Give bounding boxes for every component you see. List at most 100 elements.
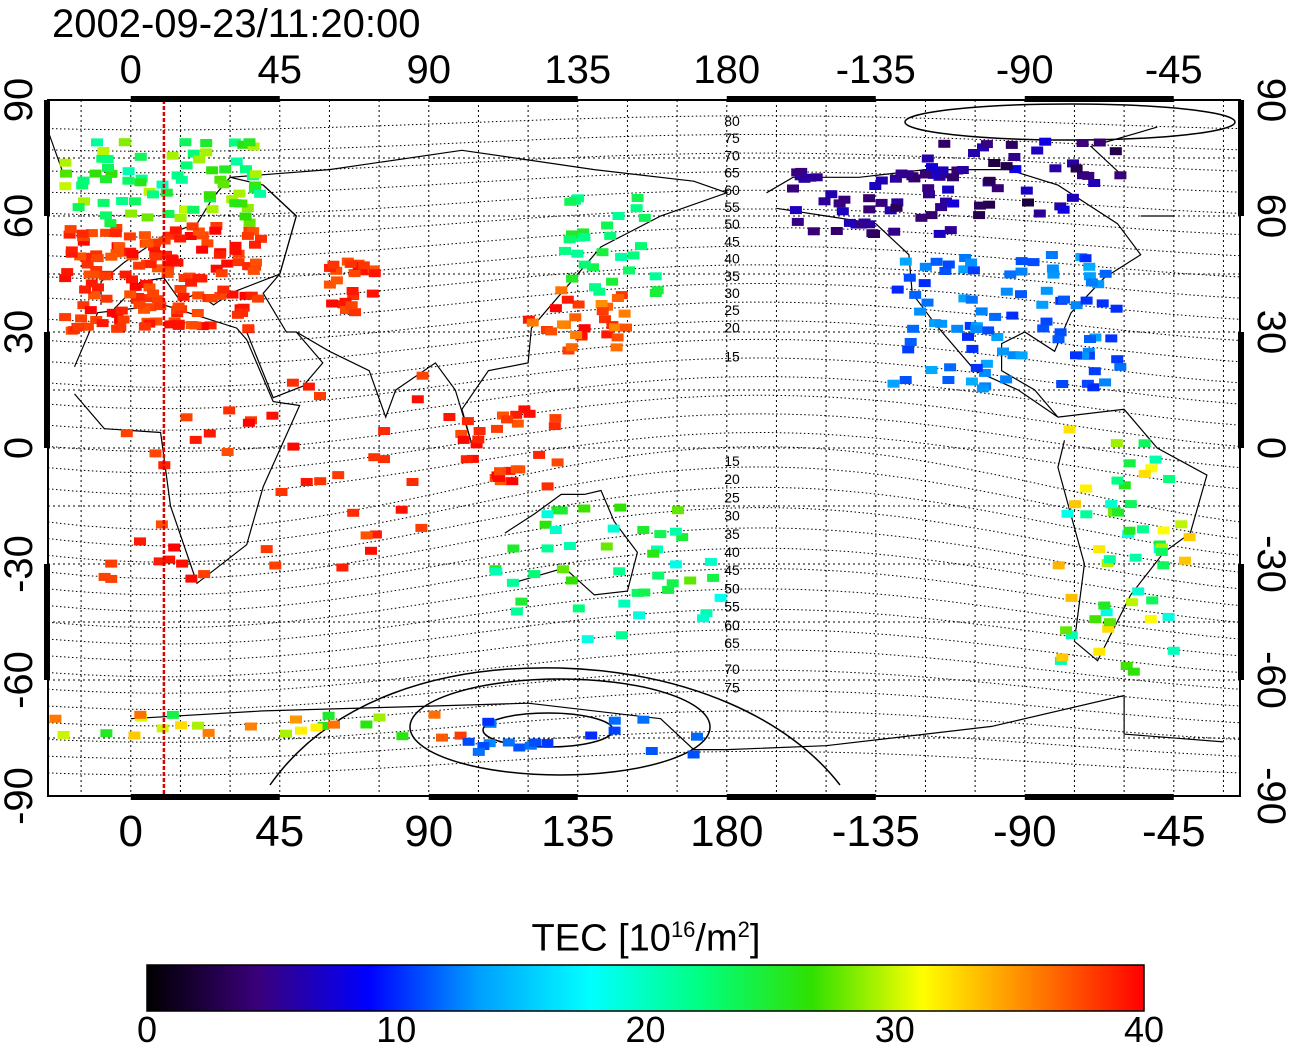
tec-data-point <box>202 728 215 737</box>
tec-data-point <box>1123 526 1136 535</box>
tec-data-point <box>518 405 531 414</box>
tec-data-point <box>669 527 682 536</box>
tec-data-point <box>101 155 114 163</box>
coastline-path <box>73 304 301 585</box>
tec-data-point <box>631 588 644 597</box>
tec-data-point <box>115 306 128 315</box>
tec-data-point <box>247 266 260 275</box>
tec-data-point <box>787 184 799 193</box>
tec-data-point <box>1105 334 1118 343</box>
tec-data-point <box>260 545 273 554</box>
contour-label: 35 <box>724 526 740 542</box>
tec-data-point <box>92 283 104 292</box>
tec-data-point <box>541 510 554 519</box>
tec-data-point <box>593 287 606 296</box>
tec-data-point <box>555 506 568 515</box>
contour-label: 45 <box>724 562 740 578</box>
tec-data-point <box>938 139 951 148</box>
tec-data-point <box>901 170 914 179</box>
tec-data-point <box>160 188 173 197</box>
lon-tick-label-top: 90 <box>407 48 452 92</box>
tec-data-point <box>915 213 928 222</box>
tec-data-point <box>223 406 236 415</box>
frame-tick-bar <box>428 794 578 800</box>
tec-data-point <box>638 588 651 597</box>
tec-data-point <box>1112 508 1125 517</box>
magnetic-latitude-contours <box>48 103 1240 786</box>
tec-data-point <box>926 163 938 172</box>
map-timestamp-title: 2002-09-23/11:20:00 <box>52 2 421 46</box>
tec-data-point <box>1080 510 1093 519</box>
tec-data-point <box>506 477 519 486</box>
tec-data-point <box>344 259 357 268</box>
tec-data-point <box>116 197 129 205</box>
frame-tick-bar <box>1024 96 1174 102</box>
tec-data-point <box>105 252 118 261</box>
tec-data-point <box>77 301 90 310</box>
tec-data-point <box>163 555 176 564</box>
frame-tick-bar <box>1024 794 1174 800</box>
tec-data-point <box>79 285 92 294</box>
tec-data-point <box>111 324 124 333</box>
contour-label: 15 <box>724 349 740 365</box>
tec-data-point <box>229 199 242 208</box>
graticule-grid <box>48 100 1240 796</box>
tec-data-point <box>863 220 875 229</box>
tec-data-point <box>561 295 574 304</box>
lon-tick-label-bottom: -45 <box>1142 807 1206 856</box>
tec-data-point <box>704 557 717 566</box>
tec-data-point <box>150 252 163 261</box>
tec-data-point <box>186 222 199 231</box>
tec-data-point <box>472 435 485 444</box>
tec-data-point <box>231 310 244 319</box>
tec-data-point <box>187 205 200 214</box>
tec-data-point <box>360 720 373 729</box>
tec-data-point <box>623 266 635 275</box>
tec-data-point <box>178 274 191 282</box>
tec-data-point <box>249 240 261 249</box>
tec-data-point <box>443 413 456 421</box>
tec-data-point <box>1123 459 1136 468</box>
tec-data-point <box>248 184 261 193</box>
tec-data-point <box>891 198 904 207</box>
tec-data-point <box>1093 545 1106 554</box>
tec-data-point <box>428 710 441 719</box>
tec-data-point <box>1007 351 1020 360</box>
tec-data-point <box>1084 335 1096 343</box>
tec-data-point <box>455 429 468 438</box>
tec-data-point <box>185 574 198 583</box>
tec-data-point <box>983 176 996 185</box>
lat-tick-label-right: 30 <box>1249 310 1292 355</box>
lon-tick-label-bottom: 180 <box>690 807 763 856</box>
tec-data-point <box>600 542 613 551</box>
tec-data-point <box>507 544 520 553</box>
tec-data-point <box>925 211 938 220</box>
tec-data-point <box>141 239 154 248</box>
contour-label: 60 <box>724 617 740 633</box>
tec-data-point <box>936 166 949 175</box>
coastline-path <box>230 149 729 445</box>
tec-data-point <box>1049 164 1062 173</box>
tec-data-point <box>652 571 665 580</box>
tec-data-point <box>933 229 946 238</box>
tec-data-point <box>332 471 345 480</box>
tec-data-point <box>314 477 327 486</box>
tec-data-point <box>241 231 254 240</box>
lat-tick-label-left: 30 <box>0 310 41 355</box>
tec-data-point <box>942 260 955 269</box>
contour-label: 80 <box>724 113 740 129</box>
tec-data-point <box>1099 269 1112 278</box>
tec-data-point <box>700 609 713 618</box>
tec-data-point <box>286 378 299 387</box>
tec-data-point <box>155 520 168 529</box>
tec-data-point <box>493 473 506 482</box>
tec-data-point <box>966 344 979 353</box>
tec-data-point <box>192 721 205 730</box>
tec-data-point <box>179 138 192 147</box>
tec-data-point <box>250 258 262 267</box>
tec-data-point <box>1088 179 1101 187</box>
lat-tick-label-left: -90 <box>0 767 41 825</box>
tec-data-point <box>436 733 448 742</box>
tec-data-point <box>128 731 141 740</box>
